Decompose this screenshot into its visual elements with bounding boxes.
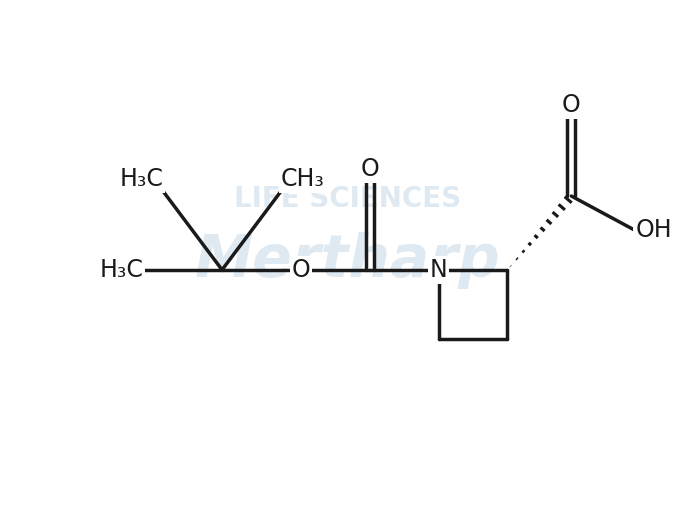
Text: OH: OH: [635, 218, 672, 242]
Text: H₃C: H₃C: [100, 258, 143, 282]
Text: LIFE SCIENCES: LIFE SCIENCES: [235, 185, 461, 213]
Text: H₃C: H₃C: [119, 167, 163, 191]
Text: CH₃: CH₃: [281, 167, 325, 191]
Text: N: N: [429, 258, 448, 282]
Text: O: O: [292, 258, 310, 282]
Text: O: O: [361, 157, 379, 181]
Text: O: O: [562, 93, 580, 118]
Text: Mertharp: Mertharp: [195, 231, 501, 289]
